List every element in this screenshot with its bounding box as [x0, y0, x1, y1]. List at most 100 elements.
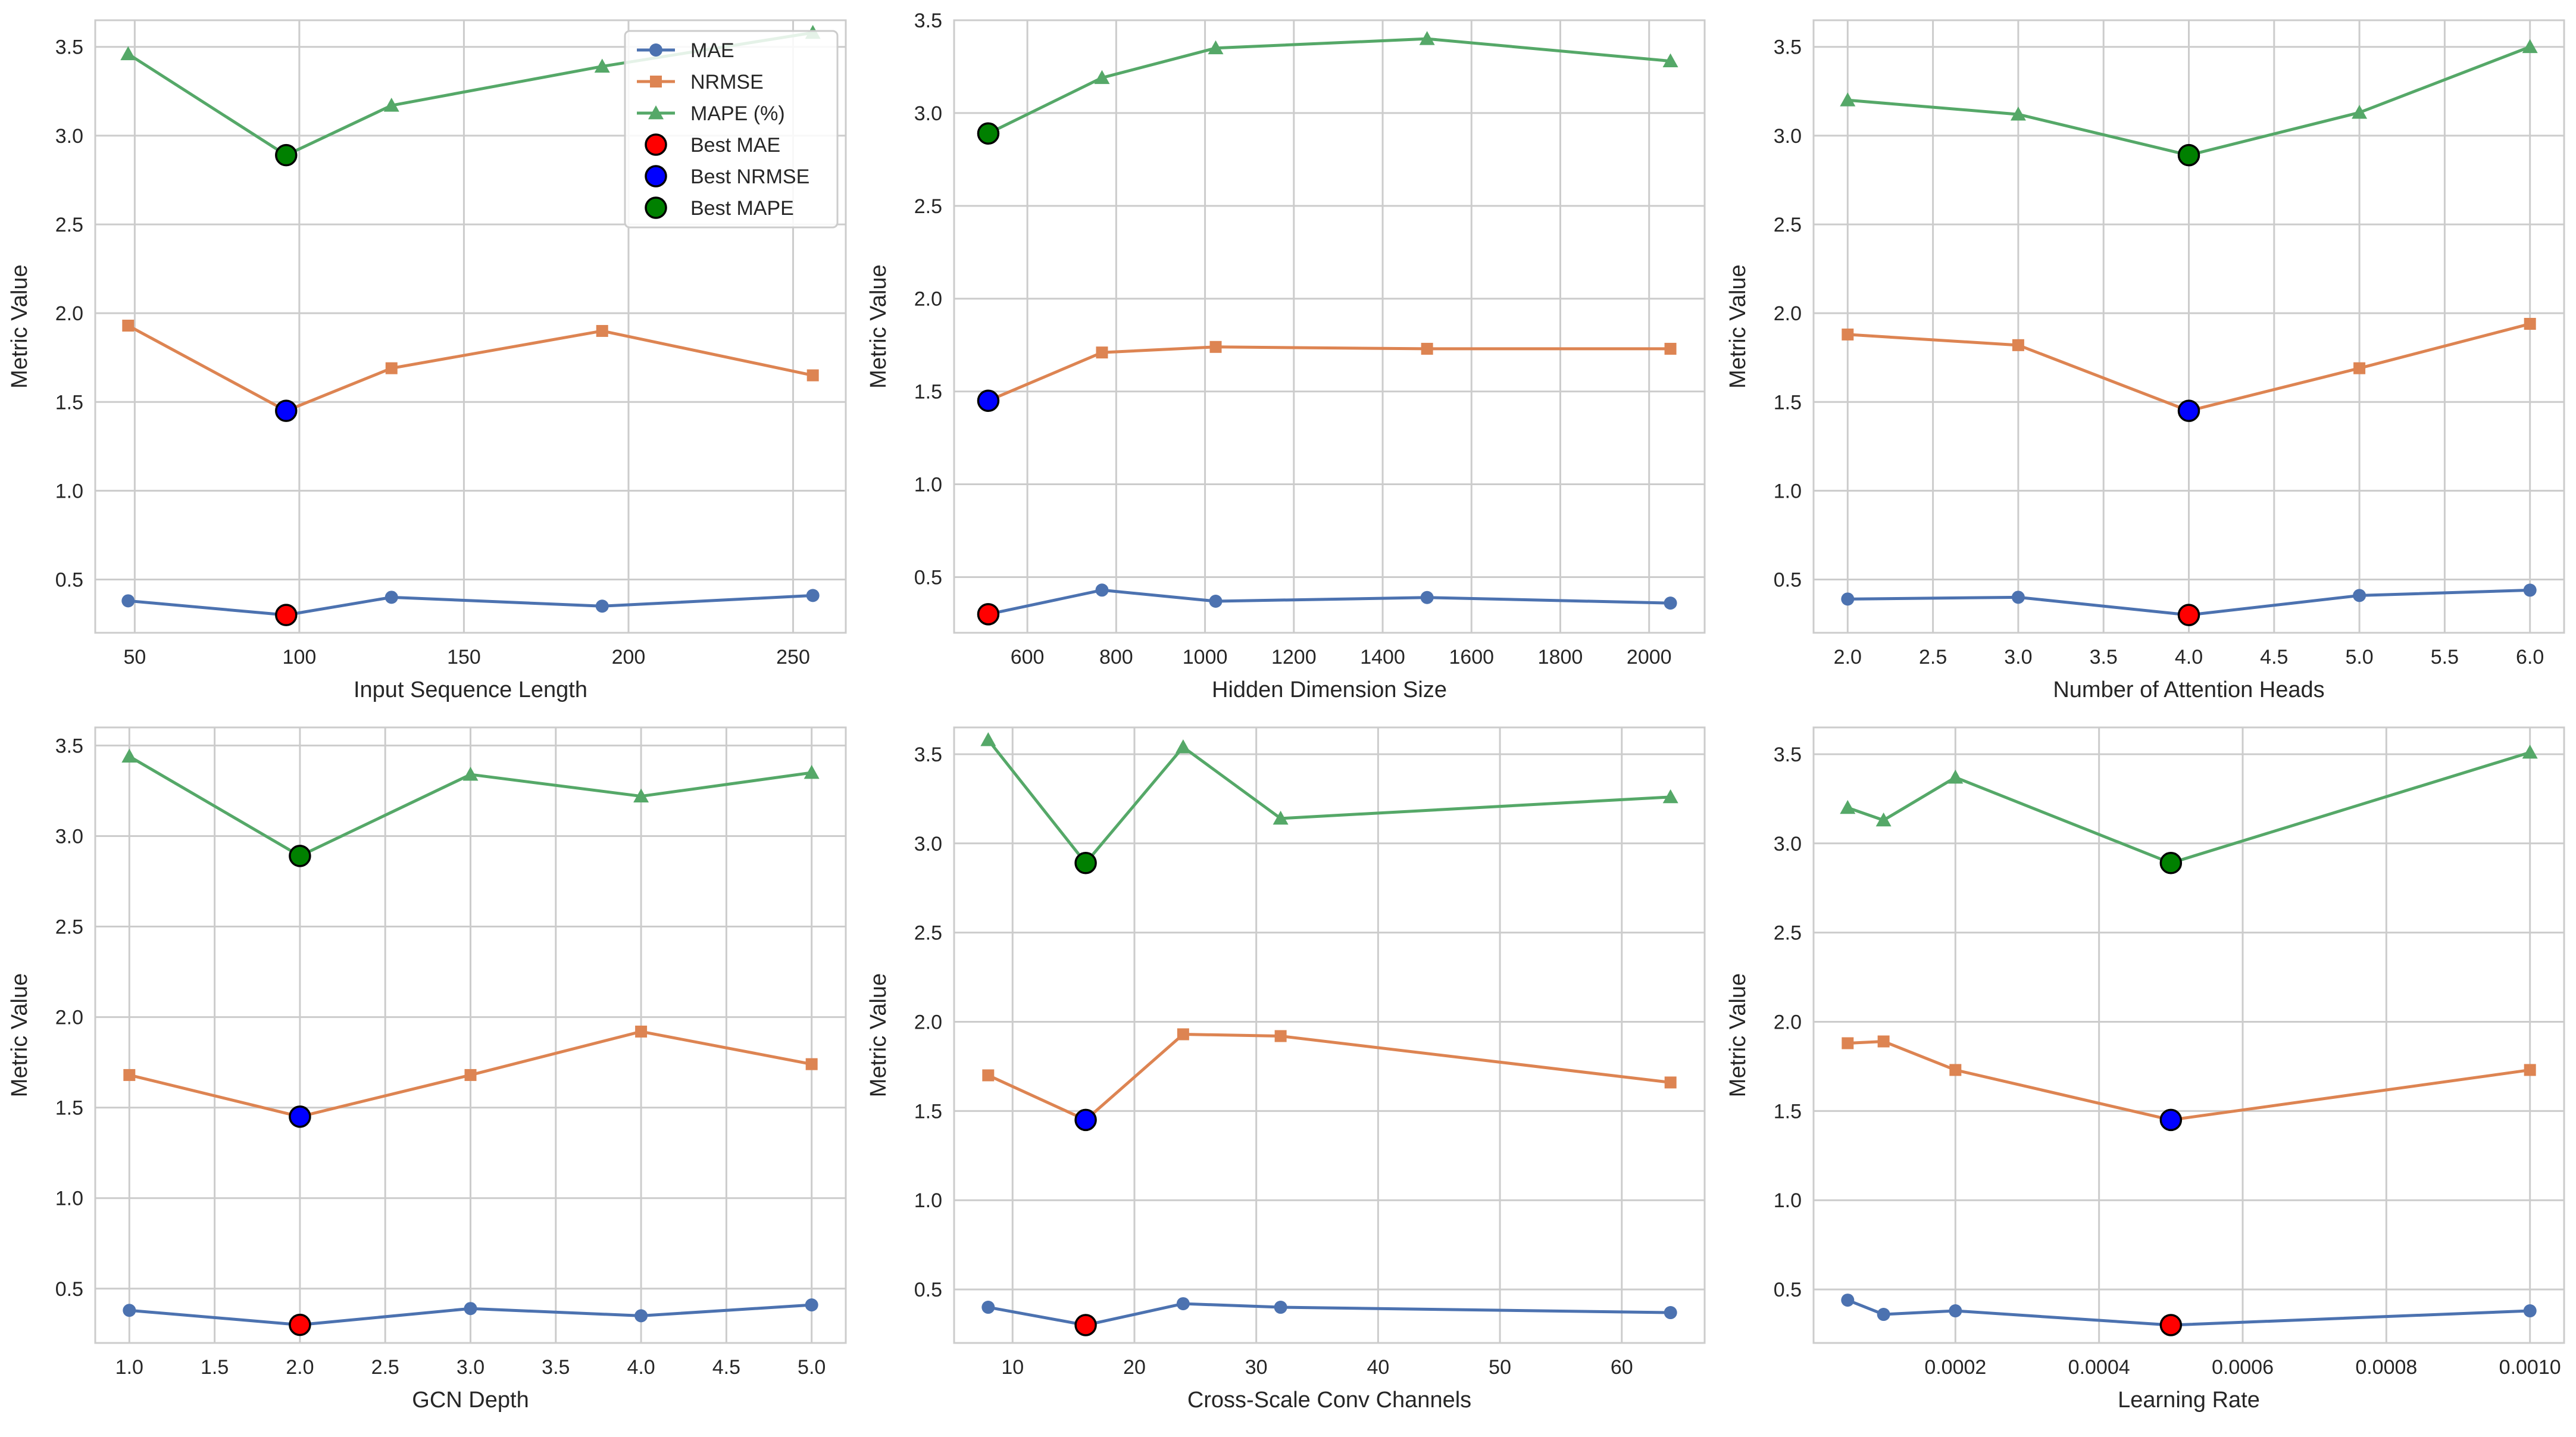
mape-point [1662, 789, 1678, 804]
x-tick-label: 1600 [1449, 646, 1494, 668]
mae-point [1176, 1297, 1190, 1311]
nrmse-point [122, 320, 135, 332]
x-tick-label: 2.0 [1834, 646, 1862, 668]
mape-point [804, 765, 820, 779]
y-axis-label: Metric Value [866, 973, 891, 1097]
y-axis-label: Metric Value [7, 973, 32, 1097]
y-tick-label: 2.5 [55, 214, 83, 236]
mape-point [120, 46, 136, 61]
mape-point [121, 748, 137, 763]
x-tick-label: 1.5 [201, 1356, 229, 1379]
x-tick-label: 40 [1367, 1356, 1389, 1379]
x-tick-label: 4.5 [712, 1356, 740, 1379]
x-tick-label: 4.5 [2260, 646, 2288, 668]
x-tick-label: 3.0 [2004, 646, 2032, 668]
x-tick-label: 2.5 [1919, 646, 1947, 668]
x-tick-label: 4.0 [627, 1356, 655, 1379]
x-tick-label: 1200 [1271, 646, 1317, 668]
mape-point [2522, 39, 2538, 54]
y-tick-label: 1.5 [1774, 1100, 1802, 1123]
subplot-3: 2.0 2.5 3.0 3.5 4.0 4.5 5.0 5.5 6.0 0.5 1.0 1.5 2.0 2… [1725, 19, 2565, 702]
mae-point [384, 591, 398, 604]
x-axis-label: Hidden Dimension Size [1212, 677, 1447, 702]
x-tick-label: 3.5 [542, 1356, 570, 1379]
subplot-grid: 50 100 150 200 250 0.5 1.0 1.5 2.0 2.5 3.0 3.5 Input… [7, 10, 2565, 1413]
subplot-1: 50 100 150 200 250 0.5 1.0 1.5 2.0 2.5 3.0 3.5 Input… [7, 19, 847, 702]
x-tick-label: 150 [447, 646, 481, 668]
legend-label-best-mape: Best MAPE [690, 197, 794, 220]
nrmse-point [1177, 1028, 1189, 1041]
y-tick-label: 1.5 [914, 381, 942, 404]
mae-point [634, 1309, 648, 1323]
x-axis-label: Cross-Scale Conv Channels [1187, 1388, 1471, 1413]
y-tick-label: 1.0 [1774, 1189, 1802, 1212]
y-tick-label: 3.5 [55, 735, 83, 757]
y-tick-label: 1.5 [55, 1097, 83, 1120]
mae-point [1841, 1294, 1855, 1307]
x-tick-label: 0.0008 [2355, 1356, 2417, 1379]
x-tick-label: 0.0010 [2499, 1356, 2561, 1379]
y-tick-label: 2.5 [55, 916, 83, 939]
x-tick-label: 1.0 [115, 1356, 143, 1379]
x-tick-label: 1400 [1360, 646, 1405, 668]
mae-point [805, 1298, 818, 1312]
x-tick-label: 4.0 [2175, 646, 2203, 668]
legend-swatch-best-mae [645, 133, 667, 156]
best-mae-marker [2159, 1314, 2183, 1336]
subplot-4: 1.0 1.5 2.0 2.5 3.0 3.5 4.0 4.5 5.0 0.5 1.0 1.5 2.0 2… [7, 726, 847, 1413]
nrmse-point [464, 1069, 477, 1081]
x-tick-label: 0.0004 [2068, 1356, 2130, 1379]
best-nrmse-marker [289, 1105, 311, 1128]
y-tick-label: 1.0 [55, 1188, 83, 1210]
nrmse-point [806, 369, 819, 382]
nrmse-point [982, 1069, 995, 1082]
y-tick-label: 1.0 [914, 474, 942, 496]
plot-frame [953, 19, 1706, 634]
best-nrmse-marker [2159, 1108, 2183, 1132]
mae-point [2353, 589, 2366, 602]
nrmse-point [2524, 318, 2536, 330]
y-tick-label: 3.0 [914, 833, 942, 855]
y-tick-label: 3.5 [55, 36, 83, 59]
y-tick-label: 0.5 [55, 1278, 83, 1301]
y-tick-label: 2.0 [914, 1011, 942, 1034]
mae-point [1420, 591, 1434, 604]
x-axis-label: Number of Attention Heads [2053, 677, 2324, 702]
best-mae-marker [289, 1313, 311, 1336]
y-tick-label: 2.0 [914, 288, 942, 311]
x-tick-label: 3.0 [457, 1356, 484, 1379]
mape-point [1662, 53, 1678, 67]
plot-frame [953, 726, 1706, 1344]
y-axis-label: Metric Value [1725, 264, 1750, 388]
mae-point [1949, 1304, 1962, 1318]
mae-point [1095, 583, 1109, 597]
y-tick-label: 2.0 [55, 302, 83, 325]
best-mae-marker [1074, 1314, 1097, 1336]
mape-point [1875, 812, 1892, 827]
legend-swatch-best-mape [645, 196, 667, 219]
y-tick-label: 1.0 [914, 1189, 942, 1212]
best-mae-marker [977, 603, 1000, 626]
best-nrmse-marker [977, 389, 1000, 412]
x-axis-label: Input Sequence Length [354, 677, 587, 702]
x-tick-label: 800 [1099, 646, 1133, 668]
legend-swatch-best-nrmse [645, 165, 667, 188]
subplot-6: 0.0002 0.0004 0.0006 0.0008 0.0010 0.5 1.0 1.5 2… [1725, 726, 2565, 1413]
legend-label-nrmse: NRMSE [690, 71, 764, 93]
best-mape-marker [289, 845, 311, 867]
y-tick-label: 0.5 [914, 566, 942, 589]
mae-point [1664, 1306, 1677, 1320]
plot-area [1814, 727, 2564, 1343]
mape-point [462, 767, 479, 781]
x-tick-label: 50 [1489, 1356, 1511, 1379]
nrmse-point [2353, 362, 2366, 374]
x-tick-label: 250 [776, 646, 810, 668]
mae-point [1841, 592, 1855, 606]
y-tick-label: 2.5 [1774, 214, 1802, 236]
mae-point [1274, 1301, 1287, 1314]
y-tick-label: 3.0 [55, 125, 83, 148]
nrmse-point [2012, 339, 2024, 351]
best-mae-marker [275, 604, 298, 626]
legend-marker-nrmse [650, 76, 662, 88]
